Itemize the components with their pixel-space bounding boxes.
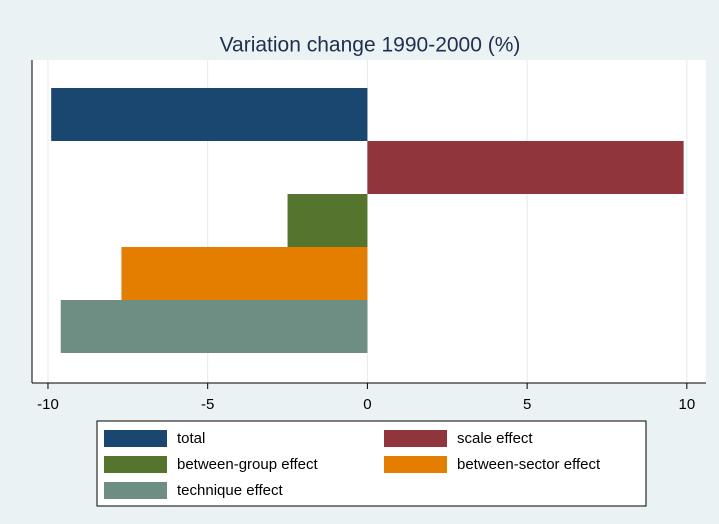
bar <box>60 300 368 353</box>
legend-swatch <box>104 482 167 499</box>
bar <box>121 247 368 300</box>
legend-label: total <box>177 430 205 447</box>
chart-title: Variation change 1990-2000 (%) <box>220 34 521 57</box>
legend-label: technique effect <box>177 482 283 499</box>
x-tick-label: 0 <box>363 396 371 413</box>
x-tick-label: 5 <box>523 396 531 413</box>
x-tick-label: -5 <box>201 396 214 413</box>
bar <box>287 194 368 247</box>
legend-swatch <box>384 456 447 473</box>
x-tick-label: 10 <box>678 396 695 413</box>
legend-label: between-sector effect <box>457 456 601 473</box>
bar <box>367 141 684 194</box>
legend-swatch <box>104 430 167 447</box>
legend-entries: total scale effect between-group effect bet… <box>104 430 601 499</box>
bar <box>51 88 368 141</box>
legend-label: scale effect <box>457 430 533 447</box>
legend-swatch <box>104 456 167 473</box>
x-tick-label: -10 <box>37 396 59 413</box>
legend-label: between-group effect <box>177 456 318 473</box>
legend <box>96 420 647 507</box>
bars <box>51 88 684 353</box>
legend-swatch <box>384 430 447 447</box>
